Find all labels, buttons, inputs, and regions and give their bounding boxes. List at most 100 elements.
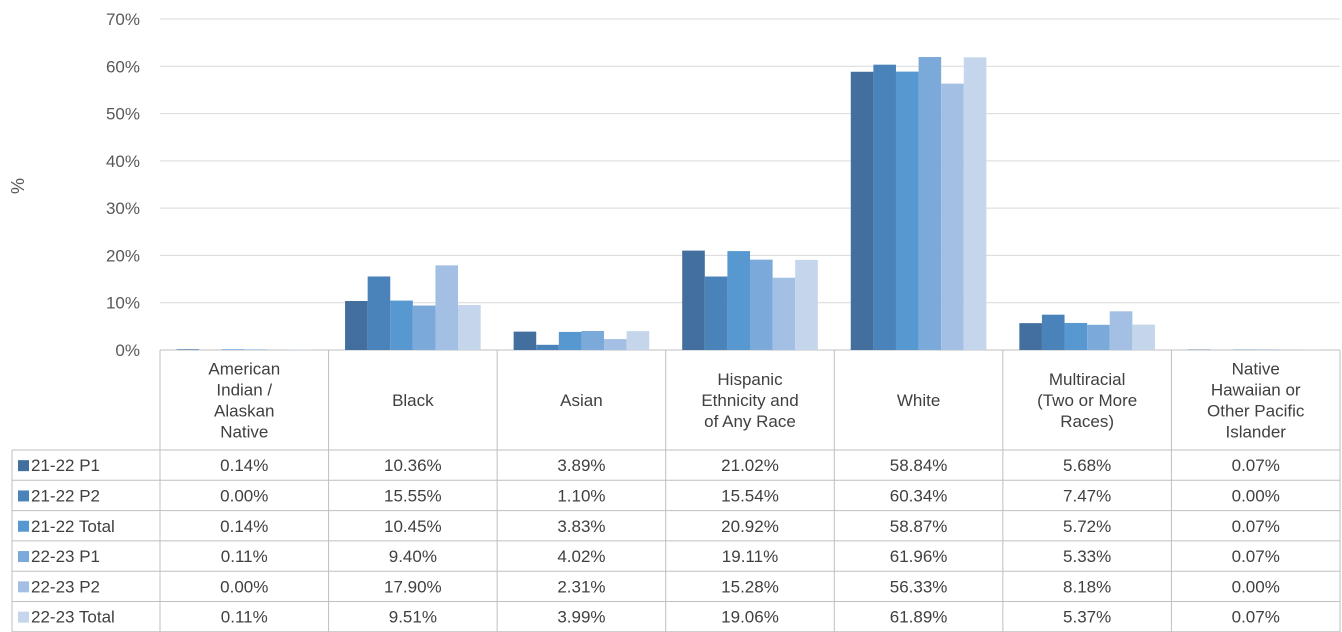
data-cell: 61.89%	[890, 608, 948, 627]
legend-key	[18, 460, 29, 472]
bar	[1087, 324, 1110, 350]
y-tick-label: 10%	[106, 294, 140, 313]
bar	[850, 71, 874, 350]
data-cell: 8.18%	[1063, 577, 1111, 596]
category-label-line: Races)	[1060, 412, 1114, 431]
data-cell: 2.31%	[557, 577, 605, 596]
data-cell: 58.84%	[890, 456, 948, 475]
bar	[536, 344, 559, 350]
series-name: 21-22 Total	[31, 517, 115, 536]
category-label-line: Black	[392, 391, 434, 410]
y-tick-label: 70%	[106, 10, 140, 29]
bar	[581, 330, 605, 350]
bar	[873, 64, 896, 350]
bar	[367, 276, 391, 350]
category-label-line: Islander	[1225, 423, 1286, 442]
category-label-line: Hawaiian or	[1211, 381, 1301, 400]
category-label-line: Multiracial	[1049, 370, 1126, 389]
bar	[435, 265, 459, 350]
data-cell: 0.14%	[220, 456, 268, 475]
category-label-line: Hispanic	[717, 370, 783, 389]
bar	[727, 251, 750, 350]
data-cell: 0.11%	[221, 547, 268, 566]
data-cell: 0.11%	[221, 608, 268, 627]
category-label: Hispanic Ethnicity and of Any Race	[701, 370, 798, 431]
bar	[513, 331, 537, 350]
bar	[895, 71, 919, 350]
category-label-line: Other Pacific	[1207, 402, 1305, 421]
category-label-line: (Two or More	[1037, 391, 1137, 410]
data-cell: 19.06%	[721, 608, 779, 627]
category-label-line: Native	[220, 423, 268, 442]
data-cell: 3.89%	[557, 456, 605, 475]
data-cell: 5.68%	[1063, 456, 1111, 475]
series-name: 21-22 P1	[31, 456, 100, 475]
bar	[626, 331, 650, 350]
data-cell: 0.14%	[220, 517, 268, 536]
y-axis-label: %	[8, 178, 28, 194]
y-tick-label: 0%	[115, 341, 140, 360]
data-cell: 60.34%	[890, 486, 948, 505]
bar	[604, 339, 627, 350]
bar	[244, 349, 267, 350]
bar	[750, 259, 773, 350]
data-cell: 0.07%	[1232, 456, 1280, 475]
category-label-line: American	[208, 360, 280, 379]
data-cell: 61.96%	[890, 547, 948, 566]
series-name: 22-23 Total	[31, 608, 115, 627]
bar	[772, 277, 796, 350]
data-cell: 3.99%	[557, 608, 605, 627]
series-name: 21-22 P2	[31, 486, 100, 505]
category-label-line: Ethnicity and	[701, 391, 798, 410]
category-label-line: Indian /	[216, 381, 272, 400]
y-tick-label: 50%	[106, 105, 140, 124]
data-cell: 20.92%	[721, 517, 779, 536]
data-cell: 58.87%	[890, 517, 948, 536]
category-label-line: Asian	[560, 391, 603, 410]
category-label-line: Native	[1232, 360, 1280, 379]
data-cell: 5.37%	[1063, 608, 1111, 627]
y-axis: 0% 10% 20% 30% 40% 50% 60% 70%	[106, 10, 140, 360]
bar	[1132, 324, 1155, 350]
bar	[412, 305, 436, 350]
data-cell: 15.28%	[721, 577, 779, 596]
data-cell: 17.90%	[384, 577, 442, 596]
bar	[1109, 311, 1133, 350]
data-cell: 0.00%	[220, 486, 268, 505]
category-label: Asian	[560, 391, 603, 410]
bar	[704, 276, 728, 350]
data-cell: 19.11%	[722, 547, 778, 566]
legend-key	[18, 490, 29, 502]
bar	[458, 305, 481, 350]
bar	[941, 83, 964, 350]
bar	[345, 301, 368, 350]
data-cell: 4.02%	[557, 547, 605, 566]
legend-key	[18, 520, 29, 532]
category-label-line: of Any Race	[704, 412, 796, 431]
data-cell: 15.54%	[721, 486, 779, 505]
category-label: White	[897, 391, 940, 410]
bar	[289, 349, 313, 350]
data-cell: 0.07%	[1232, 608, 1280, 627]
bar	[176, 349, 200, 350]
bar	[918, 57, 942, 351]
bar	[795, 259, 818, 350]
data-table: American Indian / Alaskan Native Black Asian H…	[11, 350, 1341, 632]
bar	[1064, 322, 1088, 350]
data-cell: 9.51%	[389, 608, 437, 627]
data-cell: 5.72%	[1063, 517, 1111, 536]
category-label: Black	[392, 391, 434, 410]
legend-key	[18, 551, 29, 563]
bar	[221, 349, 245, 350]
legend-key	[18, 581, 29, 593]
series-name: 22-23 P2	[31, 577, 100, 596]
y-tick-label: 60%	[106, 57, 140, 76]
bar	[1041, 314, 1065, 350]
data-cell: 0.00%	[220, 577, 268, 596]
data-cell: 7.47%	[1063, 486, 1111, 505]
data-cell: 15.55%	[384, 486, 442, 505]
data-cell: 9.40%	[389, 547, 437, 566]
category-label-line: White	[897, 391, 940, 410]
data-cell: 5.33%	[1063, 547, 1111, 566]
